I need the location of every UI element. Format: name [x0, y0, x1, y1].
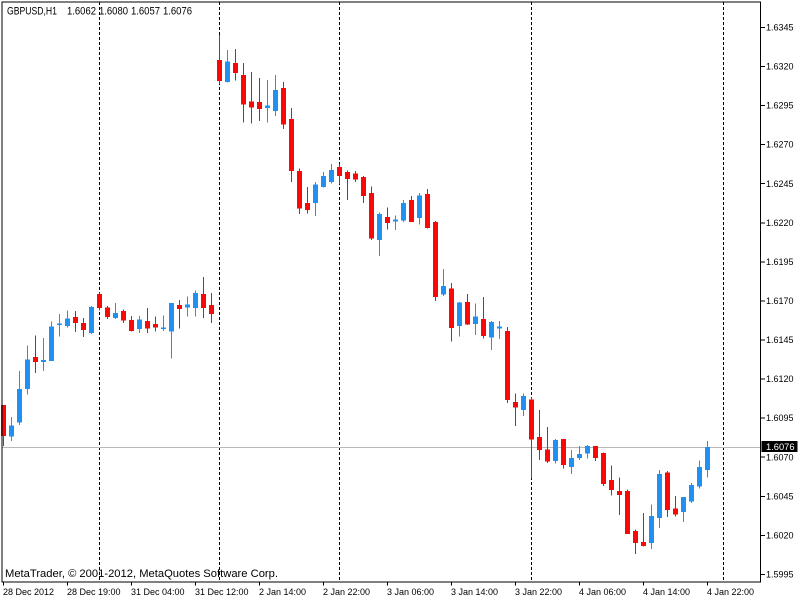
svg-text:1.6020: 1.6020: [766, 530, 794, 540]
svg-text:1.6080: 1.6080: [99, 6, 128, 18]
svg-text:1.6076: 1.6076: [766, 442, 795, 452]
svg-text:1.6195: 1.6195: [766, 257, 794, 267]
svg-text:28 Dec 19:00: 28 Dec 19:00: [67, 587, 121, 597]
svg-text:2 Jan 14:00: 2 Jan 14:00: [259, 587, 306, 597]
svg-text:1.6057: 1.6057: [131, 6, 160, 18]
svg-text:31 Dec 12:00: 31 Dec 12:00: [195, 587, 249, 597]
svg-text:4 Jan 06:00: 4 Jan 06:00: [579, 587, 626, 597]
svg-text:1.6095: 1.6095: [766, 413, 794, 423]
svg-text:3 Jan 22:00: 3 Jan 22:00: [515, 587, 562, 597]
svg-text:2 Jan 22:00: 2 Jan 22:00: [323, 587, 370, 597]
svg-text:1.6270: 1.6270: [766, 140, 794, 150]
svg-text:MetaTrader, © 2001-2012, MetaQ: MetaTrader, © 2001-2012, MetaQuotes Soft…: [5, 568, 278, 580]
svg-text:1.6220: 1.6220: [766, 218, 794, 228]
svg-text:GBPUSD,H1: GBPUSD,H1: [7, 6, 57, 18]
svg-text:4 Jan 14:00: 4 Jan 14:00: [643, 587, 690, 597]
svg-text:1.6320: 1.6320: [766, 62, 794, 72]
svg-text:1.6062: 1.6062: [67, 6, 96, 18]
svg-text:1.6045: 1.6045: [766, 491, 794, 501]
svg-text:4 Jan 22:00: 4 Jan 22:00: [707, 587, 754, 597]
svg-text:1.6245: 1.6245: [766, 179, 794, 189]
svg-text:1.6170: 1.6170: [766, 296, 794, 306]
svg-text:31 Dec 04:00: 31 Dec 04:00: [131, 587, 185, 597]
svg-text:3 Jan 14:00: 3 Jan 14:00: [451, 587, 498, 597]
svg-text:3 Jan 06:00: 3 Jan 06:00: [387, 587, 434, 597]
svg-text:1.6076: 1.6076: [163, 6, 192, 18]
svg-text:1.6120: 1.6120: [766, 374, 794, 384]
svg-text:1.6070: 1.6070: [766, 452, 794, 462]
svg-text:1.6345: 1.6345: [766, 23, 794, 33]
svg-text:1.6145: 1.6145: [766, 335, 794, 345]
svg-text:28 Dec 2012: 28 Dec 2012: [3, 587, 54, 597]
svg-text:1.6295: 1.6295: [766, 101, 794, 111]
svg-text:1.5995: 1.5995: [766, 569, 794, 579]
